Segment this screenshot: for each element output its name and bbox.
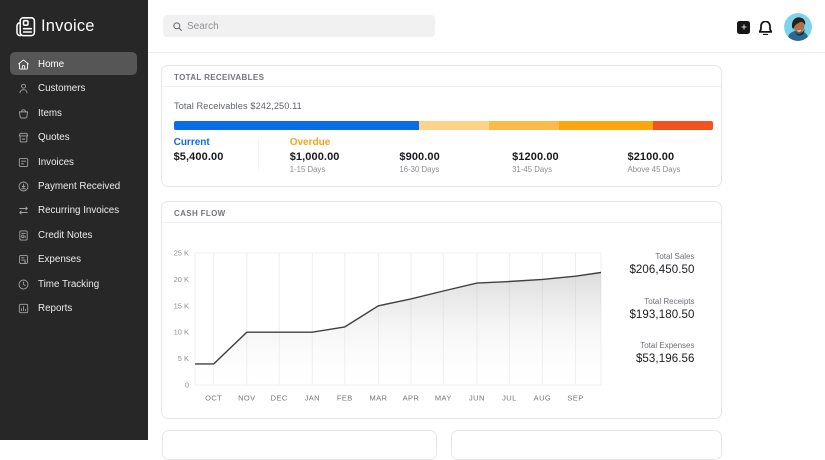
svg-text:DEC: DEC (271, 394, 288, 403)
svg-text:SEP: SEP (567, 394, 583, 403)
svg-text:MAR: MAR (369, 394, 387, 403)
svg-text:25 K: 25 K (174, 249, 189, 258)
svg-text:FEB: FEB (337, 394, 353, 403)
svg-text:15 K: 15 K (174, 301, 189, 310)
svg-text:10 K: 10 K (174, 328, 189, 337)
svg-text:AUG: AUG (534, 394, 551, 403)
svg-text:MAY: MAY (435, 394, 452, 403)
svg-text:5 K: 5 K (178, 354, 189, 363)
svg-text:JUL: JUL (502, 394, 517, 403)
svg-text:JAN: JAN (305, 394, 320, 403)
svg-text:20 K: 20 K (174, 275, 189, 284)
svg-text:OCT: OCT (205, 394, 222, 403)
svg-text:JUN: JUN (469, 394, 485, 403)
svg-text:APR: APR (403, 394, 420, 403)
svg-text:0: 0 (185, 381, 189, 390)
svg-text:NOV: NOV (238, 394, 255, 403)
